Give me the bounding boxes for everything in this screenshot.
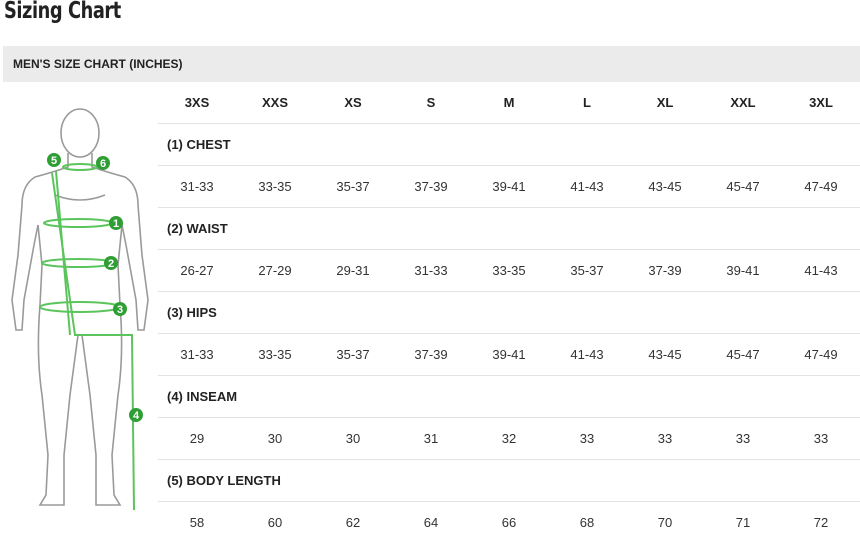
measurement-label: (5) BODY LENGTH [158, 460, 860, 502]
measurement-value: 66 [470, 502, 548, 543]
size-header: XXL [704, 82, 782, 124]
measurement-label-row: (2) WAIST [158, 208, 860, 250]
size-header: M [470, 82, 548, 124]
measurement-value: 30 [314, 418, 392, 460]
measurement-value: 29-31 [314, 250, 392, 292]
size-header: 3XL [782, 82, 860, 124]
measurement-value: 43-45 [626, 334, 704, 376]
measurement-label: (1) CHEST [158, 124, 860, 166]
measurement-value: 47-49 [782, 334, 860, 376]
size-header: L [548, 82, 626, 124]
measurement-value: 72 [782, 502, 860, 543]
svg-text:1: 1 [113, 218, 119, 230]
measurement-label-row: (3) HIPS [158, 292, 860, 334]
measurement-value: 70 [626, 502, 704, 543]
measurement-value: 35-37 [314, 166, 392, 208]
size-header: XS [314, 82, 392, 124]
measurement-value: 43-45 [626, 166, 704, 208]
svg-text:2: 2 [108, 258, 114, 270]
measurement-value: 29 [158, 418, 236, 460]
measurement-label-row: (1) CHEST [158, 124, 860, 166]
measurement-label-row: (5) BODY LENGTH [158, 460, 860, 502]
measurement-value: 45-47 [704, 334, 782, 376]
size-header: XL [626, 82, 704, 124]
size-header: 3XS [158, 82, 236, 124]
measurement-value: 41-43 [548, 334, 626, 376]
measurement-value: 31-33 [158, 166, 236, 208]
measurement-value: 32 [470, 418, 548, 460]
measurement-value: 64 [392, 502, 470, 543]
size-header: XXS [236, 82, 314, 124]
measurement-value: 45-47 [704, 166, 782, 208]
measurement-value: 60 [236, 502, 314, 543]
measurement-label: (2) WAIST [158, 208, 860, 250]
measurement-value: 31-33 [392, 250, 470, 292]
measurement-label: (4) INSEAM [158, 376, 860, 418]
measurement-value: 37-39 [626, 250, 704, 292]
svg-text:5: 5 [51, 155, 57, 167]
measurement-value: 39-41 [704, 250, 782, 292]
measurement-label-row: (4) INSEAM [158, 376, 860, 418]
measurement-value: 27-29 [236, 250, 314, 292]
svg-text:6: 6 [100, 158, 106, 170]
measurement-value: 62 [314, 502, 392, 543]
measurement-value: 47-49 [782, 166, 860, 208]
measurement-value: 39-41 [470, 334, 548, 376]
measurement-value: 68 [548, 502, 626, 543]
chart-header: MEN'S SIZE CHART (INCHES) [13, 57, 183, 71]
measurement-value: 26-27 [158, 250, 236, 292]
measurement-value: 31 [392, 418, 470, 460]
chart-header-bar: MEN'S SIZE CHART (INCHES) [3, 46, 860, 82]
page-title: Sizing Chart [4, 0, 121, 24]
measurement-value: 33-35 [236, 334, 314, 376]
measurement-value: 31-33 [158, 334, 236, 376]
measurement-value: 58 [158, 502, 236, 543]
body-measurement-diagram-icon: 1 2 3 4 5 6 [0, 95, 158, 525]
size-header: S [392, 82, 470, 124]
measurement-value: 33 [704, 418, 782, 460]
measurement-value: 39-41 [470, 166, 548, 208]
measurement-value: 33 [626, 418, 704, 460]
svg-text:4: 4 [133, 410, 140, 422]
measurement-value: 33-35 [236, 166, 314, 208]
measurement-value: 71 [704, 502, 782, 543]
measurement-value: 33 [548, 418, 626, 460]
measurement-value: 33 [782, 418, 860, 460]
measurement-value: 37-39 [392, 166, 470, 208]
measurement-value: 41-43 [548, 166, 626, 208]
measurement-value: 35-37 [548, 250, 626, 292]
measurement-value: 33-35 [470, 250, 548, 292]
measurement-value: 37-39 [392, 334, 470, 376]
measurement-value: 35-37 [314, 334, 392, 376]
measurement-value: 41-43 [782, 250, 860, 292]
svg-text:3: 3 [117, 304, 123, 316]
measurement-value: 30 [236, 418, 314, 460]
measurement-label: (3) HIPS [158, 292, 860, 334]
